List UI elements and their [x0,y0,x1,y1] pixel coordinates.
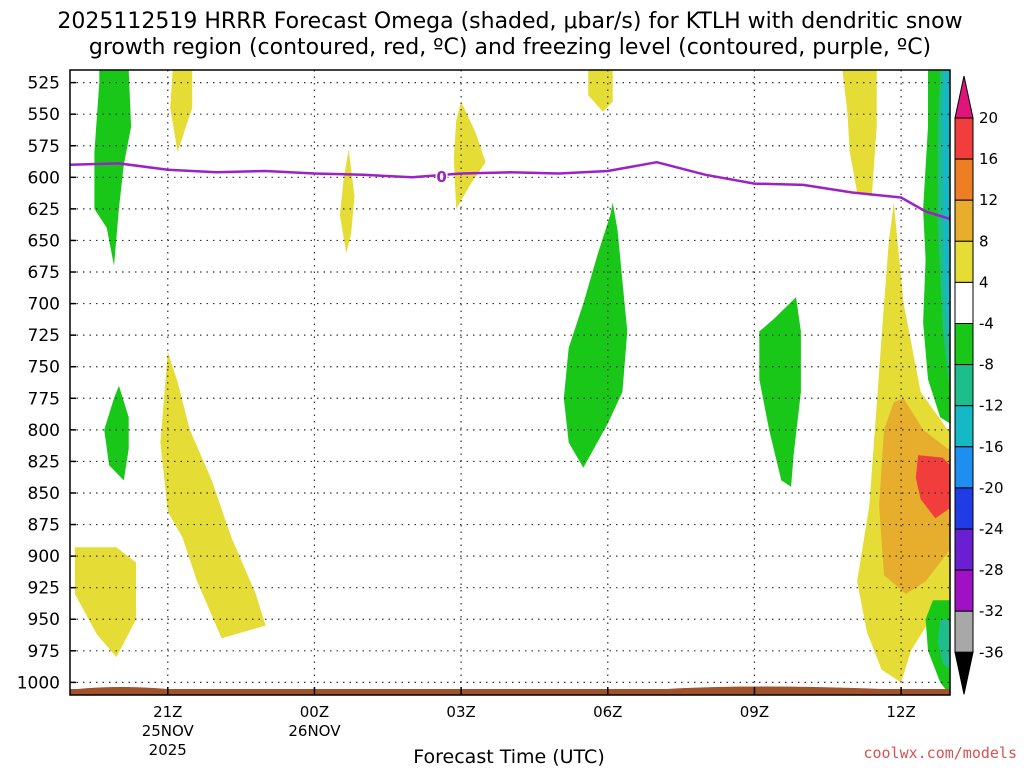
y-tick-label-975: 975 [28,642,60,662]
omega-region-4 [160,351,266,639]
terrain-band [70,689,950,695]
colorbar-bin-7 [954,364,974,407]
y-tick-label-550: 550 [28,105,60,125]
freezing-level: 0 [69,160,951,221]
colorbar-label--8: -8 [979,356,994,374]
surface-terrain [70,686,950,695]
plot-frame [69,69,951,696]
terrain-bump-1 [77,687,168,689]
omega-region-16 [942,70,950,355]
freezing-label-bg [435,168,448,185]
freezing-level-label: 0 [436,168,446,186]
x-tick-label-03Z: 03Z [446,703,475,721]
colorbar-label-8: 8 [979,232,989,250]
x-tick-year-21Z: 2025 [149,741,187,759]
y-tick-label-825: 825 [28,452,60,472]
omega-region-3 [170,70,193,153]
omega-region-10 [842,70,877,197]
colorbar-label--36: -36 [979,643,1004,661]
x-tick-label-21Z: 21Z [153,703,182,721]
omega-region-7 [563,202,628,468]
y-tick-label-950: 950 [28,610,60,630]
y-tick-label-725: 725 [28,326,60,346]
grid-lines [70,70,950,695]
colorbar-label-12: 12 [979,191,998,209]
omega-region-9 [759,297,801,487]
y-tick-label-525: 525 [28,74,60,94]
colorbar-bin-8 [954,405,974,448]
x-tick-label-12Z: 12Z [886,703,915,721]
x-tick-label-06Z: 06Z [593,703,622,721]
chart-title-line-1: 2025112519 HRRR Forecast Omega (shaded, … [57,9,962,34]
colorbar-bin-4 [954,240,974,283]
colorbar-label--12: -12 [979,397,1004,415]
colorbar-label--28: -28 [979,561,1004,579]
omega-region-5 [339,149,355,254]
y-tick-label-925: 925 [28,579,60,599]
x-axis-label: Forecast Time (UTC) [413,746,604,768]
chart-title-line-2: growth region (contoured, red, ºC) and f… [89,35,931,60]
omega-region-13 [915,455,950,519]
colorbar-bin-2 [954,158,974,201]
colorbar-label-4: 4 [979,273,989,291]
colorbar-bin-3 [954,199,974,242]
omega-region-18 [937,619,950,670]
colorbar-bin-10 [954,487,974,530]
y-tick-label-775: 775 [28,389,60,409]
y-axis: 525 550 575 600 625 650 675 700 725 750 775 800 825 8… [17,74,76,693]
colorbar-bin-1 [954,117,974,160]
y-tick-label-675: 675 [28,263,60,283]
omega-region-1 [104,385,129,481]
colorbar-bin-11 [954,528,974,571]
colorbar-bin-6 [954,323,974,366]
y-tick-label-650: 650 [28,231,60,251]
colorbar-label--20: -20 [979,479,1004,497]
y-tick-label-800: 800 [28,421,60,441]
omega-shaded-regions [74,70,950,695]
y-tick-label-750: 750 [28,358,60,378]
x-tick-label-09Z: 09Z [740,703,769,721]
omega-region-8 [588,70,613,112]
colorbar-bin-5 [954,281,974,324]
y-tick-label-600: 600 [28,168,60,188]
y-tick-label-575: 575 [28,137,60,157]
colorbar-bottom-arrow [954,651,974,695]
omega-region-12 [879,398,950,594]
credit-text: coolwx.com/models [863,744,1017,762]
y-tick-label-700: 700 [28,295,60,315]
terrain-bump-2 [666,686,882,689]
y-tick-label-1000: 1000 [17,673,60,693]
colorbar-label-16: 16 [979,150,998,168]
omega-region-2 [74,547,136,658]
omega-region-6 [453,101,486,209]
omega-region-0 [94,70,132,266]
freezing-level-line [69,160,951,221]
colorbar-bin-13 [954,610,974,653]
colorbar-label-20: 20 [979,109,998,127]
x-tick-date-21Z: 25NOV [142,722,195,740]
y-tick-label-625: 625 [28,200,60,220]
colorbar-label--4: -4 [979,315,994,333]
colorbar-bin-9 [954,446,974,489]
x-tick-label-00Z: 00Z [300,703,329,721]
colorbar-bin-12 [954,569,974,612]
y-tick-label-875: 875 [28,516,60,536]
colorbar-label--16: -16 [979,438,1004,456]
x-tick-date-00Z: 26NOV [288,722,341,740]
y-tick-label-850: 850 [28,484,60,504]
colorbar-top-arrow [954,75,974,119]
colorbar-label--24: -24 [979,520,1004,538]
y-tick-label-900: 900 [28,547,60,567]
colorbar: 20 16 12 8 4 -4 -8 -12 -16 -20 -24 -28 -32 -36 [954,75,1004,695]
colorbar-label--32: -32 [979,602,1004,620]
